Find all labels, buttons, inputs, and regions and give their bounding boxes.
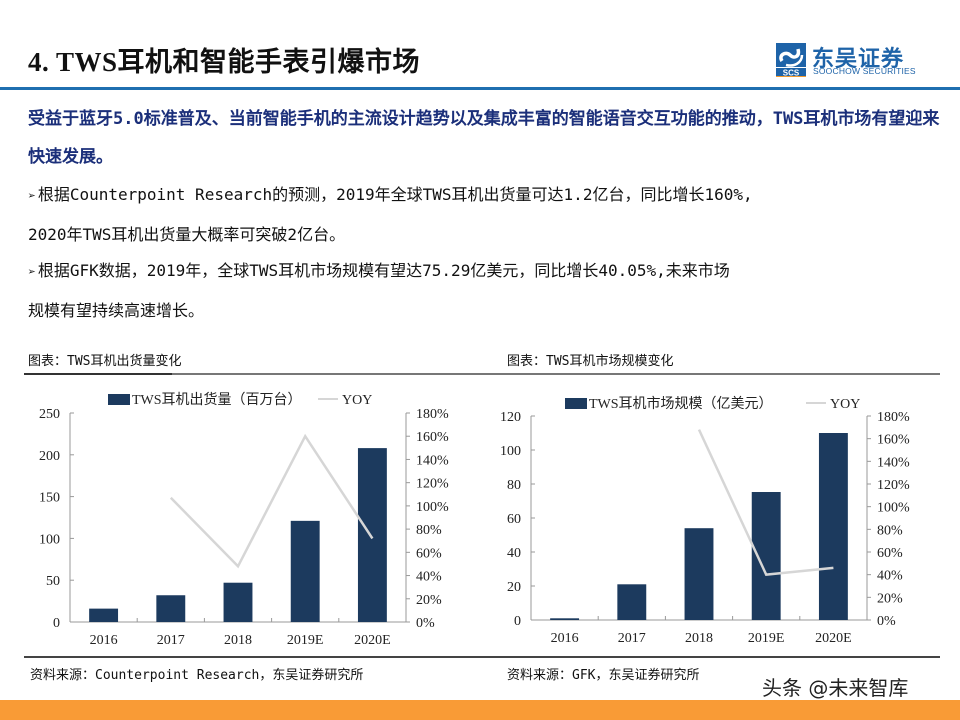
left-axis-tick: 80 <box>507 478 521 493</box>
legend-bar-label: TWS耳机市场规模（亿美元） <box>589 395 773 412</box>
x-axis-tick: 2018 <box>224 633 252 648</box>
left-axis-tick: 150 <box>39 491 60 506</box>
legend-line-label: YOY <box>830 397 860 412</box>
figure-caption-shipments: 图表：TWS耳机出货量变化 <box>28 354 182 369</box>
right-axis-tick: 80% <box>877 523 903 538</box>
bar <box>89 608 119 622</box>
bullet-text-line1: 根据GFK数据，2019年，全球TWS耳机市场规模有望达75.29亿美元，同比增… <box>37 261 730 280</box>
x-axis-tick: 2018 <box>685 631 713 646</box>
header-divider <box>0 87 960 90</box>
bullet-arrow-icon: ➢ <box>28 265 36 280</box>
bar <box>550 618 580 620</box>
bar <box>818 433 848 620</box>
logo-english-name: SOOCHOW SECURITIES <box>813 66 916 76</box>
left-axis-tick: 50 <box>46 574 60 589</box>
left-axis-tick: 60 <box>507 512 521 527</box>
legend-line-label: YOY <box>342 393 372 408</box>
logo-mark-text: SCS <box>783 69 800 78</box>
legend-bar-swatch <box>108 394 130 405</box>
right-axis-tick: 120% <box>877 478 910 493</box>
bullet-text-line2: 规模有望持续高速增长。 <box>28 301 205 320</box>
bullet-arrow-icon: ➢ <box>28 189 36 204</box>
bar <box>290 520 320 622</box>
right-axis-tick: 180% <box>877 410 910 425</box>
x-axis-tick: 2016 <box>90 633 118 648</box>
right-axis-tick: 60% <box>416 546 442 561</box>
source-note-shipments: 资料来源：Counterpoint Research，东吴证券研究所 <box>30 668 364 683</box>
right-axis-tick: 160% <box>877 433 910 448</box>
right-axis-tick: 60% <box>877 546 903 561</box>
left-axis-tick: 40 <box>507 546 521 561</box>
bar <box>684 528 714 620</box>
x-axis-tick: 2017 <box>618 631 646 646</box>
lead-paragraph: 受益于蓝牙5.0标准普及、当前智能手机的主流设计趋势以及集成丰富的智能语音交互功… <box>28 109 940 167</box>
bullet-counterpoint: ➢ 根据Counterpoint Research的预测，2019年全球TWS耳机… <box>28 176 943 254</box>
logo-mark-icon: SCS <box>776 43 806 78</box>
shipments-chart: TWS耳机出货量（百万台） YOY 0 50 100 150 200 250 0% 20% 40% 6… <box>39 391 449 648</box>
right-axis-tick: 180% <box>416 407 449 422</box>
bar <box>617 584 647 620</box>
right-axis-tick: 20% <box>877 591 903 606</box>
x-axis-tick: 2016 <box>551 631 579 646</box>
legend-bar-label: TWS耳机出货量（百万台） <box>132 391 302 408</box>
logo-chinese-name: 东吴证券 <box>812 47 905 72</box>
watermark: 头条 @未来智库 <box>762 676 909 700</box>
right-axis-tick: 140% <box>416 453 449 468</box>
left-axis-tick: 20 <box>507 580 521 595</box>
right-axis-tick: 140% <box>877 455 910 470</box>
company-logo: SCS 东吴证券 SOOCHOW SECURITIES <box>776 43 926 79</box>
left-axis-tick: 100 <box>39 532 60 547</box>
bullet-gfk: ➢ 根据GFK数据，2019年，全球TWS耳机市场规模有望达75.29亿美元，同比… <box>28 252 943 330</box>
figure-caption-market-size: 图表：TWS耳机市场规模变化 <box>507 354 674 369</box>
right-axis-tick: 40% <box>416 570 442 585</box>
footer-bar <box>0 700 960 720</box>
right-axis-tick: 100% <box>416 500 449 515</box>
right-axis-tick: 100% <box>877 501 910 516</box>
right-axis-tick: 0% <box>877 614 896 629</box>
x-axis-tick: 2017 <box>157 633 185 648</box>
x-axis-tick: 2020E <box>354 633 391 648</box>
market-size-chart: TWS耳机市场规模（亿美元） YOY 0 20 40 60 80 100 120 0% 20% 40%… <box>500 395 910 646</box>
chart-legend: TWS耳机市场规模（亿美元） YOY <box>565 395 860 412</box>
bar <box>751 492 781 620</box>
sources-divider <box>24 656 940 658</box>
x-axis-tick: 2020E <box>815 631 852 646</box>
figure-divider <box>172 373 940 375</box>
left-axis-tick: 120 <box>500 410 521 425</box>
left-axis-tick: 0 <box>514 614 521 629</box>
yoy-line <box>169 433 374 569</box>
source-note-market-size: 资料来源：GFK，东吴证券研究所 <box>507 668 700 683</box>
right-axis-tick: 80% <box>416 523 442 538</box>
bullet-text-line2: 2020年TWS耳机出货量大概率可突破2亿台。 <box>28 225 346 244</box>
x-axis-tick: 2019E <box>287 633 324 648</box>
bar <box>223 582 253 622</box>
right-axis-tick: 40% <box>877 569 903 584</box>
x-axis-tick: 2019E <box>748 631 785 646</box>
right-axis-tick: 0% <box>416 616 435 631</box>
left-axis-tick: 100 <box>500 444 521 459</box>
left-axis-tick: 0 <box>53 616 60 631</box>
chart-legend: TWS耳机出货量（百万台） YOY <box>108 391 372 408</box>
bullet-text-line1: 根据Counterpoint Research的预测，2019年全球TWS耳机出… <box>37 185 753 204</box>
bar <box>156 595 186 622</box>
yoy-line <box>697 429 834 576</box>
left-axis-tick: 250 <box>39 407 60 422</box>
right-axis-tick: 20% <box>416 593 442 608</box>
legend-bar-swatch <box>565 398 587 409</box>
right-axis-tick: 160% <box>416 430 449 445</box>
right-axis-tick: 120% <box>416 477 449 492</box>
bar <box>357 448 387 622</box>
slide-title: 4. TWS耳机和智能手表引爆市场 <box>28 47 421 77</box>
figure-divider-left-dark <box>24 373 172 375</box>
left-axis-tick: 200 <box>39 449 60 464</box>
